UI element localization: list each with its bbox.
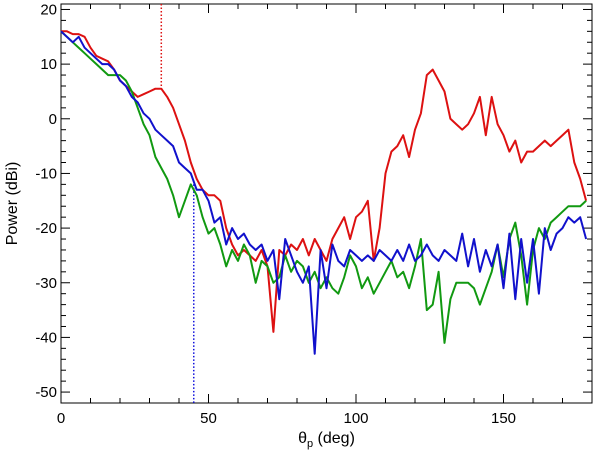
- y-tick-label: -10: [35, 165, 57, 182]
- y-tick-label: 10: [40, 56, 57, 73]
- y-tick-label: -20: [35, 220, 57, 237]
- series-lines: [60, 30, 588, 355]
- x-axis-title-symbol: θ: [298, 430, 307, 447]
- axis-ticks: [60, 4, 593, 404]
- y-tick-label: -50: [35, 384, 57, 401]
- y-tick-label: -40: [35, 329, 57, 346]
- marker-lines: [160, 4, 195, 403]
- series-line-1: [61, 30, 588, 333]
- y-tick-label: 20: [40, 1, 57, 18]
- plot-border: [60, 3, 593, 404]
- y-axis-title: Power (dBi): [4, 162, 21, 246]
- series-line-2: [60, 30, 587, 344]
- y-tick-label: 0: [49, 111, 57, 128]
- x-tick-label: 150: [491, 410, 516, 427]
- x-axis-title: θp (deg): [298, 430, 355, 450]
- x-axis-title-subscript: p: [307, 438, 313, 450]
- series-line-3: [60, 30, 588, 355]
- x-tick-label: 0: [57, 410, 65, 427]
- y-tick-label: -30: [35, 275, 57, 292]
- x-axis-title-units: (deg): [313, 430, 355, 447]
- plot-frame: [60, 3, 593, 404]
- x-tick-label: 50: [200, 410, 217, 427]
- x-tick-label: 100: [343, 410, 368, 427]
